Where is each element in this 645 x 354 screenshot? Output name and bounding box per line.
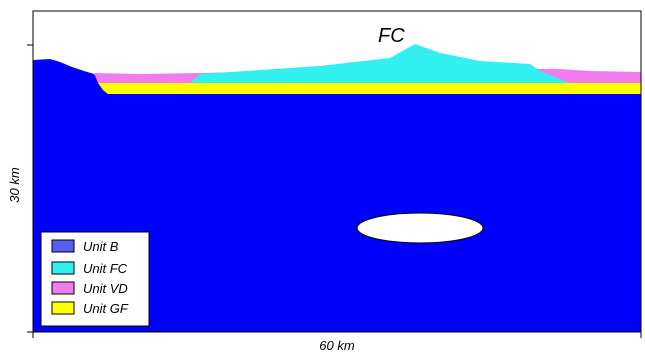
legend-label-unit-fc: Unit FC	[83, 261, 128, 276]
unit-fc-layer	[190, 44, 570, 83]
legend-swatch-unit-fc	[51, 261, 75, 275]
title-label: FC	[378, 25, 405, 47]
legend-label-unit-gf: Unit GF	[83, 301, 129, 316]
legend-label-unit-b: Unit B	[83, 239, 119, 254]
unit-gf-layer	[98, 83, 641, 94]
legend-swatch-unit-vd	[51, 281, 75, 295]
legend-swatch-unit-gf	[51, 301, 75, 315]
legend: Unit B Unit FC Unit VD Unit GF	[40, 231, 150, 327]
white-ellipse	[356, 212, 484, 244]
legend-label-unit-vd: Unit VD	[83, 281, 128, 296]
y-axis-label: 30 km	[7, 167, 22, 203]
legend-swatch-unit-b	[51, 239, 75, 253]
x-axis-label: 60 km	[319, 338, 355, 353]
unit-b-body	[33, 59, 641, 332]
